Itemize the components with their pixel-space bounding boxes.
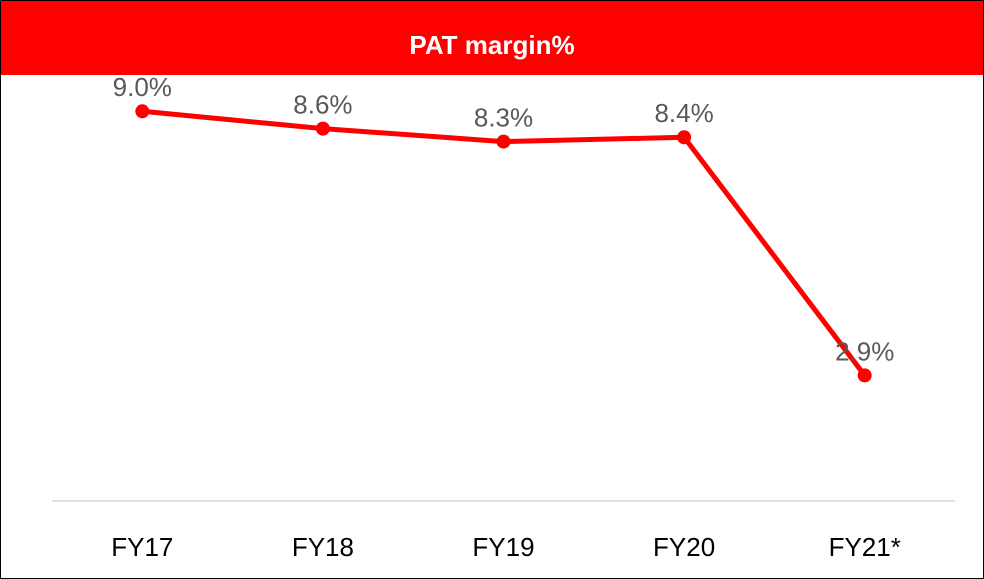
data-label: 9.0%	[113, 72, 172, 102]
data-label: 8.3%	[474, 102, 533, 132]
x-tick-label: FY21*	[829, 532, 901, 562]
title-banner	[1, 1, 983, 75]
data-label: 8.6%	[293, 89, 352, 119]
point	[135, 104, 150, 119]
point	[677, 130, 692, 145]
data-label: 2.9%	[835, 336, 894, 366]
x-tick-label: FY17	[111, 532, 173, 562]
x-tick-label: FY19	[472, 532, 534, 562]
point	[496, 134, 511, 149]
chart-title: PAT margin%	[409, 30, 574, 60]
data-label: 8.4%	[654, 98, 713, 128]
point	[315, 121, 330, 136]
x-tick-label: FY18	[292, 532, 354, 562]
point	[857, 368, 872, 383]
x-tick-label: FY20	[653, 532, 715, 562]
